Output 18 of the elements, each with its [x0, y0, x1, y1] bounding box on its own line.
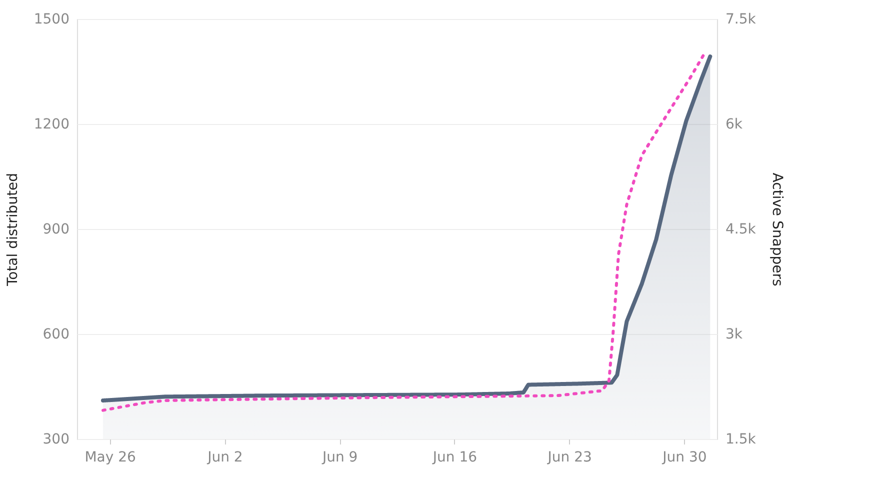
y2-tick-label: 1.5k	[726, 432, 757, 448]
y2-tick-label: 6k	[726, 116, 744, 132]
x-tick-label: Jun 9	[321, 450, 358, 466]
x-tick-label: Jun 30	[662, 450, 707, 466]
y-tick-label: 900	[42, 222, 70, 238]
y-tick-label: 600	[42, 326, 70, 342]
x-tick-label: May 26	[84, 450, 136, 466]
x-tick-label: Jun 23	[546, 450, 592, 466]
y-tick-label: 1200	[34, 116, 70, 132]
x-tick-label: Jun 16	[432, 450, 478, 466]
y-tick-label: 1500	[34, 12, 70, 28]
y2-axis-title: Active Snappers	[768, 172, 785, 286]
y-tick-label: 300	[42, 432, 70, 448]
x-tick-label: Jun 2	[206, 450, 243, 466]
y2-tick-label: 7.5k	[726, 12, 757, 28]
y2-tick-label: 4.5k	[726, 222, 757, 238]
y-axis-title: Total distributed	[4, 172, 21, 288]
y2-tick-label: 3k	[726, 326, 744, 342]
